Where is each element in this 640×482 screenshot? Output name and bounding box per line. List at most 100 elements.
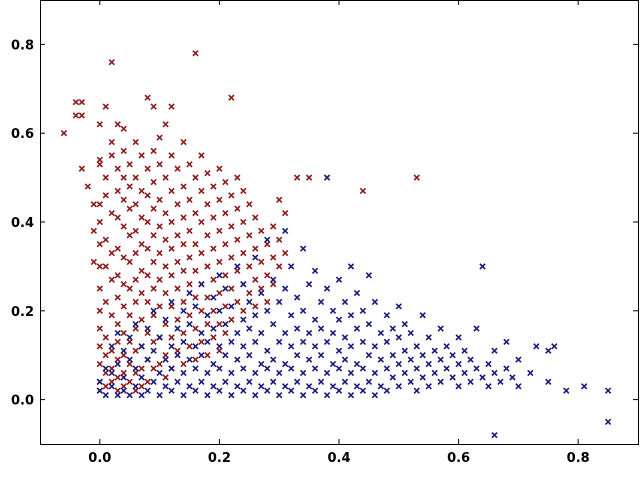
series-2-point <box>353 325 361 332</box>
series-1-point <box>114 320 121 328</box>
series-2-point <box>581 383 588 390</box>
series-1-point <box>192 325 199 332</box>
series-1-point <box>72 112 80 119</box>
series-2-point <box>389 374 396 381</box>
series-2-point <box>240 365 247 372</box>
series-2-point <box>144 325 151 332</box>
series-2-point <box>192 343 199 350</box>
y-tick-label: 0.2 <box>11 305 34 320</box>
series-1-point <box>198 249 205 257</box>
series-1-point <box>162 174 169 181</box>
series-2-point <box>258 383 265 390</box>
series-2-point <box>604 418 612 425</box>
series-2-point <box>264 307 271 314</box>
series-2-point <box>431 347 438 354</box>
series-1-point <box>180 214 187 221</box>
series-2-point <box>180 338 187 346</box>
series-1-point <box>228 285 235 292</box>
series-1-point <box>72 98 80 106</box>
series-1-point <box>150 258 157 266</box>
series-2-point <box>126 356 133 363</box>
series-1-point <box>156 276 163 283</box>
series-2-point <box>168 298 175 306</box>
series-1-point <box>168 103 175 110</box>
series-2-point <box>108 369 115 377</box>
series-2-point <box>108 343 115 350</box>
series-2-point <box>210 294 217 301</box>
series-2-point <box>150 307 157 314</box>
series-2-point <box>234 356 241 363</box>
series-2-point <box>210 325 217 332</box>
series-2-point <box>192 303 199 310</box>
series-1-point <box>180 138 187 146</box>
series-1-point <box>180 298 187 306</box>
series-2-point <box>293 325 301 332</box>
series-1-point <box>144 378 151 386</box>
series-1-point <box>138 316 145 323</box>
series-2-point <box>425 383 432 390</box>
series-1-point <box>138 152 145 159</box>
series-2-point <box>264 365 271 372</box>
series-1-point <box>228 254 235 261</box>
series-2-point <box>204 338 211 346</box>
series-2-point <box>305 383 313 390</box>
series-1-point <box>96 360 103 368</box>
series-2-point <box>311 267 319 275</box>
series-1-point <box>96 201 103 208</box>
series-1-point <box>210 276 217 283</box>
y-tick-label: 0.8 <box>11 38 34 53</box>
series-2-point <box>473 325 480 332</box>
series-2-point <box>359 338 367 346</box>
series-2-point <box>323 338 331 346</box>
series-2-point <box>479 263 486 270</box>
series-2-point <box>353 289 361 297</box>
series-1-point <box>174 232 181 239</box>
series-1-point <box>120 147 127 155</box>
series-2-point <box>497 378 504 386</box>
series-1-point <box>252 303 259 310</box>
series-1-point <box>114 272 121 279</box>
series-2-point <box>228 369 235 377</box>
series-2-point <box>228 303 235 310</box>
series-2-point <box>120 347 127 354</box>
series-1-point <box>168 187 175 195</box>
x-tick-label: 0.4 <box>327 451 350 466</box>
series-2-point <box>120 387 127 394</box>
series-2-point <box>264 347 271 354</box>
series-1-point <box>96 161 103 168</box>
series-2-point <box>533 343 540 350</box>
series-2-point <box>479 374 486 381</box>
series-2-point <box>515 383 522 390</box>
series-2-point <box>329 360 337 368</box>
series-2-point <box>419 312 426 319</box>
series-2-point <box>317 325 325 332</box>
series-1-point <box>120 196 127 203</box>
series-2-point <box>317 378 325 386</box>
series-2-point <box>276 338 283 346</box>
series-1-point <box>150 285 157 292</box>
series-2-point <box>407 329 414 337</box>
series-1-point <box>162 289 169 297</box>
series-1-point <box>102 352 109 359</box>
series-1-point <box>210 214 217 221</box>
series-2-point <box>323 369 331 377</box>
series-2-point <box>395 383 402 390</box>
series-1-point <box>102 236 109 243</box>
series-1-point <box>102 298 109 306</box>
series-1-point <box>114 245 121 252</box>
series-2-point <box>365 352 373 359</box>
x-tick-label: 0.6 <box>447 451 470 466</box>
series-1-point <box>228 94 235 101</box>
series-1-point <box>144 218 151 226</box>
series-1-point <box>138 383 145 390</box>
series-2-point <box>240 343 247 350</box>
series-1-point <box>204 169 211 177</box>
series-1-point <box>282 249 289 257</box>
series-2-point <box>455 334 462 341</box>
series-2-point <box>246 298 253 306</box>
series-2-point <box>168 343 175 350</box>
series-2-point <box>240 387 247 394</box>
series-2-point <box>192 365 199 372</box>
series-1-point <box>192 50 199 57</box>
series-2-point <box>174 378 181 386</box>
